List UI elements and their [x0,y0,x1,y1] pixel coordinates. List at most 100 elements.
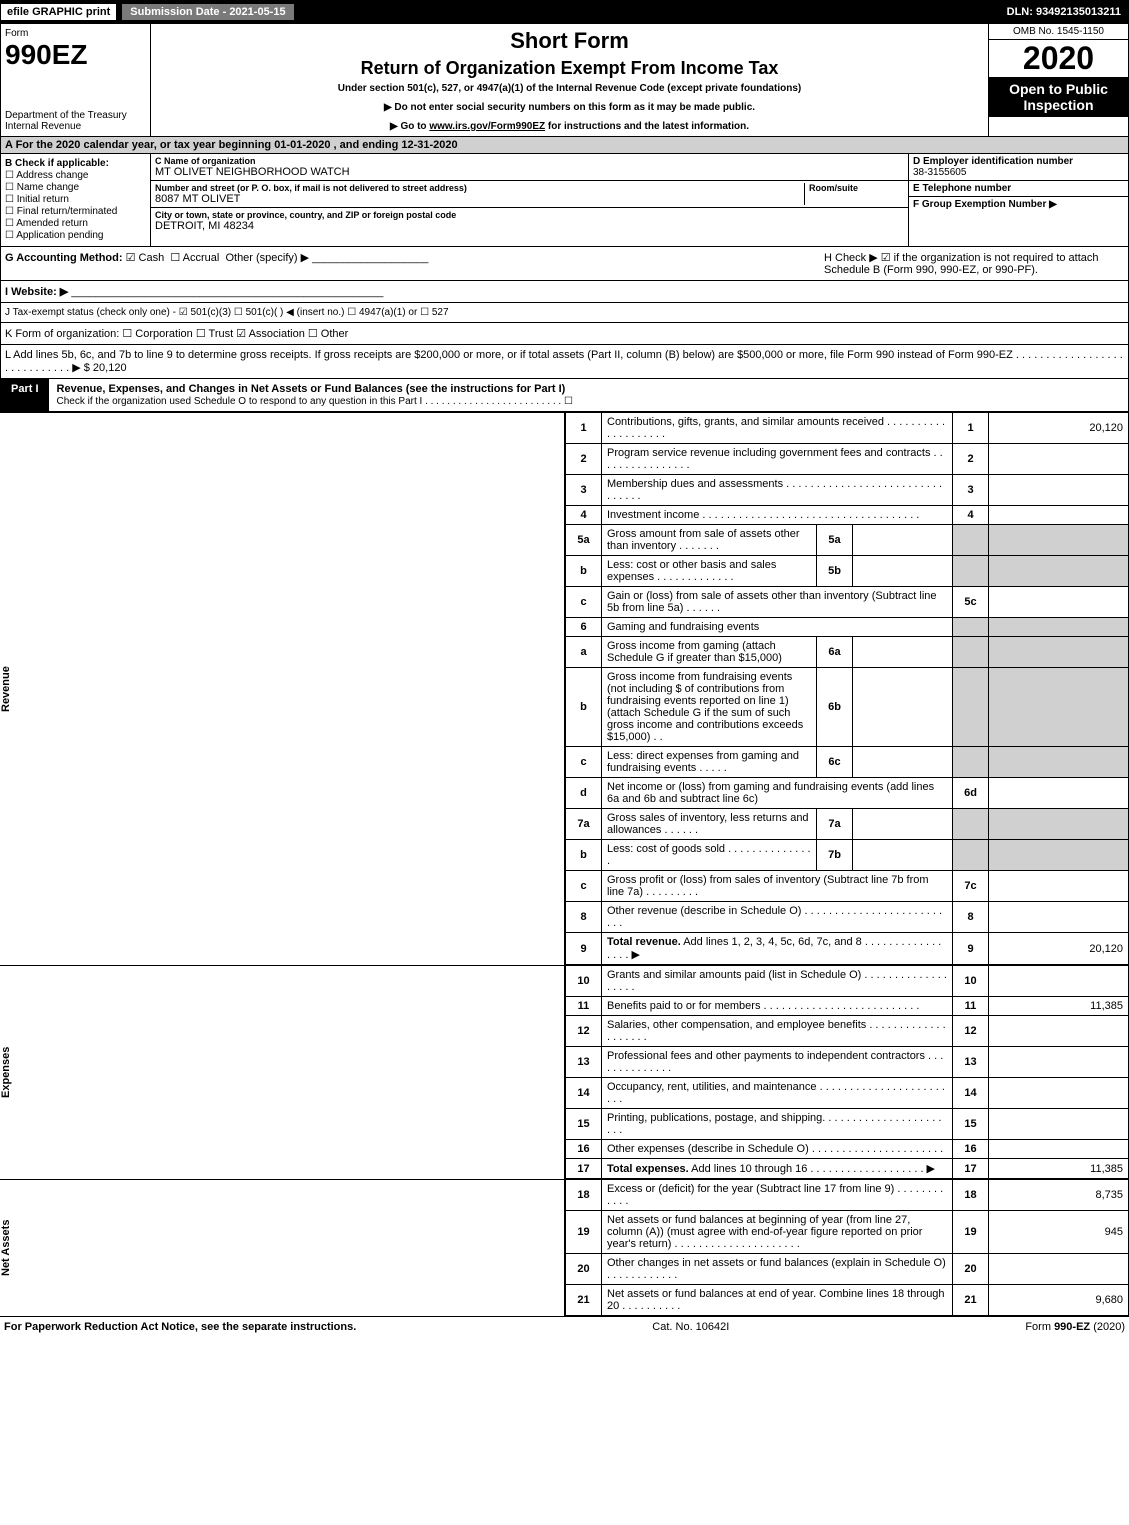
line-number: 17 [566,1159,602,1179]
revenue-side-label: Revenue [0,412,565,965]
line-desc: Gain or (loss) from sale of assets other… [602,587,953,618]
table-row: 8Other revenue (describe in Schedule O) … [566,902,1129,933]
line-l: L Add lines 5b, 6c, and 7b to line 9 to … [0,345,1129,379]
line-desc: Other expenses (describe in Schedule O) … [602,1140,953,1159]
chk-accrual[interactable] [170,252,182,264]
table-row: 18Excess or (deficit) for the year (Subt… [566,1180,1129,1211]
line-number: 6 [566,618,602,637]
line-number: 1 [566,413,602,444]
sub-line-value [853,747,953,778]
chk-initial-return[interactable]: Initial return [5,194,146,205]
line-amount [989,444,1129,475]
line-ref: 1 [953,413,989,444]
line-desc: Gaming and fundraising events [602,618,953,637]
line-desc: Total expenses. Add lines 10 through 16 … [602,1159,953,1179]
line-desc: Less: direct expenses from gaming and fu… [602,747,817,778]
line-ref: 15 [953,1109,989,1140]
line-ref: 7c [953,871,989,902]
line-desc: Grants and similar amounts paid (list in… [602,966,953,997]
line-ref: 2 [953,444,989,475]
line-amount: 9,680 [989,1285,1129,1316]
group-exempt-label: F Group Exemption Number ▶ [913,199,1124,210]
line-ref-grey [953,525,989,556]
sub-line-value [853,556,953,587]
sub-line-value [853,840,953,871]
ein-value: 38-3155605 [913,167,1124,178]
org-name-label: C Name of organization [155,156,904,166]
room-label: Room/suite [809,183,904,193]
line-number: 14 [566,1078,602,1109]
irs-link[interactable]: www.irs.gov/Form990EZ [429,121,545,132]
sub-line-number: 5a [817,525,853,556]
line-amount [989,1140,1129,1159]
line-desc: Program service revenue including govern… [602,444,953,475]
note-goto-post: for instructions and the latest informat… [545,121,749,132]
line-desc: Other changes in net assets or fund bala… [602,1254,953,1285]
note-goto-pre: ▶ Go to [390,121,429,132]
line-number: 20 [566,1254,602,1285]
tax-year: 2020 [989,40,1128,77]
line-amount [989,778,1129,809]
sub-line-value [853,525,953,556]
chk-final-return[interactable]: Final return/terminated [5,206,146,217]
table-row: 2Program service revenue including gover… [566,444,1129,475]
line-ref: 13 [953,1047,989,1078]
other-label: Other (specify) ▶ [225,252,309,264]
line-desc: Total revenue. Add lines 1, 2, 3, 4, 5c,… [602,933,953,965]
line-number: 11 [566,997,602,1016]
revenue-section: Revenue 1Contributions, gifts, grants, a… [0,412,1129,965]
line-ref-grey [953,840,989,871]
table-row: 9Total revenue. Add lines 1, 2, 3, 4, 5c… [566,933,1129,965]
table-row: 10Grants and similar amounts paid (list … [566,966,1129,997]
line-ref: 11 [953,997,989,1016]
line-amount [989,1109,1129,1140]
dept-line2: Internal Revenue [5,121,146,132]
phone-label: E Telephone number [913,183,1124,194]
table-row: 15Printing, publications, postage, and s… [566,1109,1129,1140]
note-ssn: ▶ Do not enter social security numbers o… [155,102,984,113]
line-k: K Form of organization: ☐ Corporation ☐ … [0,323,1129,345]
box-b: B Check if applicable: Address change Na… [1,154,151,246]
line-amount [989,902,1129,933]
chk-amended-return[interactable]: Amended return [5,218,146,229]
line-number: 4 [566,506,602,525]
efile-print-label[interactable]: efile GRAPHIC print [0,3,117,21]
omb-number: OMB No. 1545-1150 [989,24,1128,40]
table-row: 20Other changes in net assets or fund ba… [566,1254,1129,1285]
line-amount-grey [989,809,1129,840]
entity-info-row: B Check if applicable: Address change Na… [0,154,1129,247]
table-row: 17Total expenses. Add lines 10 through 1… [566,1159,1129,1179]
line-ref: 10 [953,966,989,997]
line-amount-grey [989,668,1129,747]
line-ref: 8 [953,902,989,933]
table-row: cGross profit or (loss) from sales of in… [566,871,1129,902]
footer-left: For Paperwork Reduction Act Notice, see … [4,1321,356,1333]
line-g-label: G Accounting Method: [5,252,123,264]
line-number: 2 [566,444,602,475]
chk-cash[interactable] [126,252,139,264]
chk-name-change[interactable]: Name change [5,182,146,193]
city-label: City or town, state or province, country… [155,210,904,220]
chk-address-change[interactable]: Address change [5,170,146,181]
line-ref-grey [953,618,989,637]
netassets-side-label: Net Assets [0,1179,565,1316]
box-def: D Employer identification number 38-3155… [908,154,1128,246]
form-number: 990EZ [5,39,146,71]
line-amount-grey [989,747,1129,778]
table-row: 12Salaries, other compensation, and empl… [566,1016,1129,1047]
table-row: 5aGross amount from sale of assets other… [566,525,1129,556]
chk-application-pending[interactable]: Application pending [5,230,146,241]
line-number: c [566,587,602,618]
line-amount [989,1078,1129,1109]
part-i-tab: Part I [1,379,49,411]
addr-label: Number and street (or P. O. box, if mail… [155,183,804,193]
line-ref: 6d [953,778,989,809]
line-ref: 17 [953,1159,989,1179]
line-number: 19 [566,1211,602,1254]
line-desc: Gross income from gaming (attach Schedul… [602,637,817,668]
header-left: Form 990EZ Department of the Treasury In… [1,24,151,136]
table-row: 3Membership dues and assessments . . . .… [566,475,1129,506]
revenue-table: 1Contributions, gifts, grants, and simil… [565,412,1129,965]
footer-right: Form 990-EZ (2020) [1025,1321,1125,1333]
org-name: MT OLIVET NEIGHBORHOOD WATCH [155,166,904,178]
